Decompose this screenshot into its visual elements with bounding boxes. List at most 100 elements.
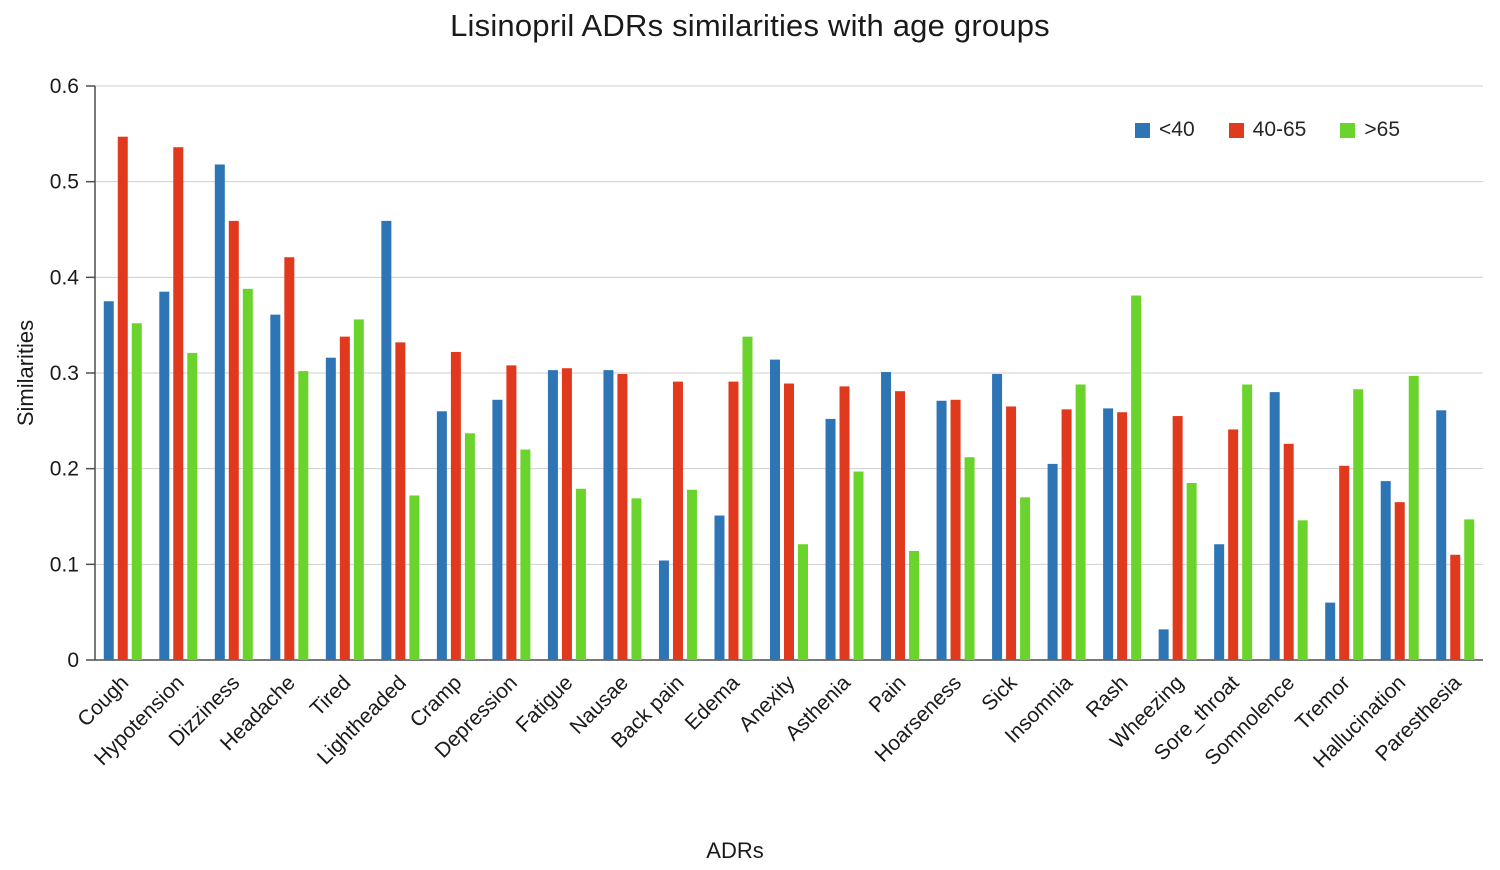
bar <box>1269 392 1280 660</box>
y-tick-label: 0.5 <box>50 171 79 194</box>
bar <box>658 560 669 660</box>
bar <box>714 515 725 660</box>
bar <box>242 288 253 660</box>
bar <box>103 301 114 660</box>
bar <box>853 471 864 660</box>
bar <box>1020 497 1031 660</box>
bar <box>464 433 475 660</box>
bar <box>936 400 947 660</box>
bar <box>798 544 808 660</box>
bar <box>1228 429 1239 660</box>
bar <box>1436 410 1447 660</box>
x-tick-label: Fatigue <box>512 671 578 737</box>
bar <box>117 136 128 660</box>
legend-label-lt40: <40 <box>1159 118 1195 141</box>
bar <box>1339 465 1350 660</box>
y-tick-label: 0.4 <box>50 266 80 289</box>
bar <box>1297 520 1308 660</box>
bar <box>909 550 920 660</box>
bar <box>1158 629 1169 660</box>
bar <box>159 291 170 660</box>
legend-swatch-lt40 <box>1135 122 1151 138</box>
bar <box>895 391 906 660</box>
bar <box>214 164 225 661</box>
legend-label-gt65: >65 <box>1364 118 1400 141</box>
bar <box>1450 554 1461 660</box>
bar <box>839 386 850 660</box>
x-tick-label: Tired <box>306 671 356 721</box>
bar <box>1047 463 1058 660</box>
bar <box>187 352 198 660</box>
bar <box>325 357 336 660</box>
bar <box>770 359 780 660</box>
bar <box>1464 519 1475 660</box>
x-tick-label: Edema <box>681 671 745 735</box>
bar <box>617 373 628 660</box>
bar <box>631 498 642 660</box>
bar <box>1394 502 1405 660</box>
bar <box>672 381 683 660</box>
x-tick-label: Sick <box>977 671 1022 716</box>
bar <box>492 399 503 660</box>
x-tick-label: Rash <box>1082 671 1133 722</box>
bar <box>1214 544 1225 660</box>
x-tick-label: Pain <box>865 671 911 717</box>
legend-label-40-65: 40-65 <box>1252 118 1307 141</box>
legend: <40 40-65 >65 <box>1135 118 1400 142</box>
bar <box>1117 412 1128 660</box>
bar <box>381 220 392 660</box>
bar <box>1242 384 1253 660</box>
bar <box>1103 408 1114 660</box>
bar <box>881 372 892 660</box>
bar <box>395 342 406 660</box>
bar <box>992 373 1003 660</box>
bar <box>561 368 572 660</box>
bar <box>173 147 184 660</box>
x-axis-title: ADRs <box>706 838 764 863</box>
bar <box>450 351 461 660</box>
y-tick-label: 0.6 <box>50 75 79 98</box>
bar <box>270 314 281 660</box>
bar <box>1172 416 1183 660</box>
y-tick-label: 0.2 <box>50 458 79 481</box>
bar <box>1325 602 1336 660</box>
y-tick-label: 0 <box>67 649 79 672</box>
legend-swatch-40-65 <box>1228 122 1244 138</box>
bar <box>1283 443 1294 660</box>
bar <box>825 418 836 660</box>
bar <box>686 489 697 660</box>
bar <box>1380 481 1391 660</box>
bar <box>1006 406 1017 660</box>
bar <box>131 323 142 660</box>
bar <box>228 220 239 660</box>
bar <box>742 336 753 660</box>
bar <box>284 257 295 660</box>
y-tick-label: 0.1 <box>50 553 79 576</box>
bar <box>603 370 614 660</box>
bar <box>520 449 531 660</box>
bar <box>436 411 447 660</box>
legend-swatch-gt65 <box>1340 122 1356 138</box>
bar <box>1353 389 1364 660</box>
y-tick-label: 0.3 <box>50 362 79 385</box>
bar <box>1075 384 1086 660</box>
bar <box>1186 483 1197 660</box>
bar <box>1061 409 1072 660</box>
bar <box>506 365 517 660</box>
bar <box>950 399 961 660</box>
bar <box>339 336 350 660</box>
bar <box>353 319 364 660</box>
legend-item-gt65: >65 <box>1340 118 1400 142</box>
bar <box>784 383 794 660</box>
bar <box>409 495 420 660</box>
bar <box>547 370 558 660</box>
bar <box>575 488 586 660</box>
chart-title: Lisinopril ADRs similarities with age gr… <box>450 8 1050 43</box>
bar <box>1408 375 1419 660</box>
bar <box>298 371 309 660</box>
bar <box>964 457 975 660</box>
legend-item-lt40: <40 <box>1135 118 1195 142</box>
bar <box>728 381 739 660</box>
